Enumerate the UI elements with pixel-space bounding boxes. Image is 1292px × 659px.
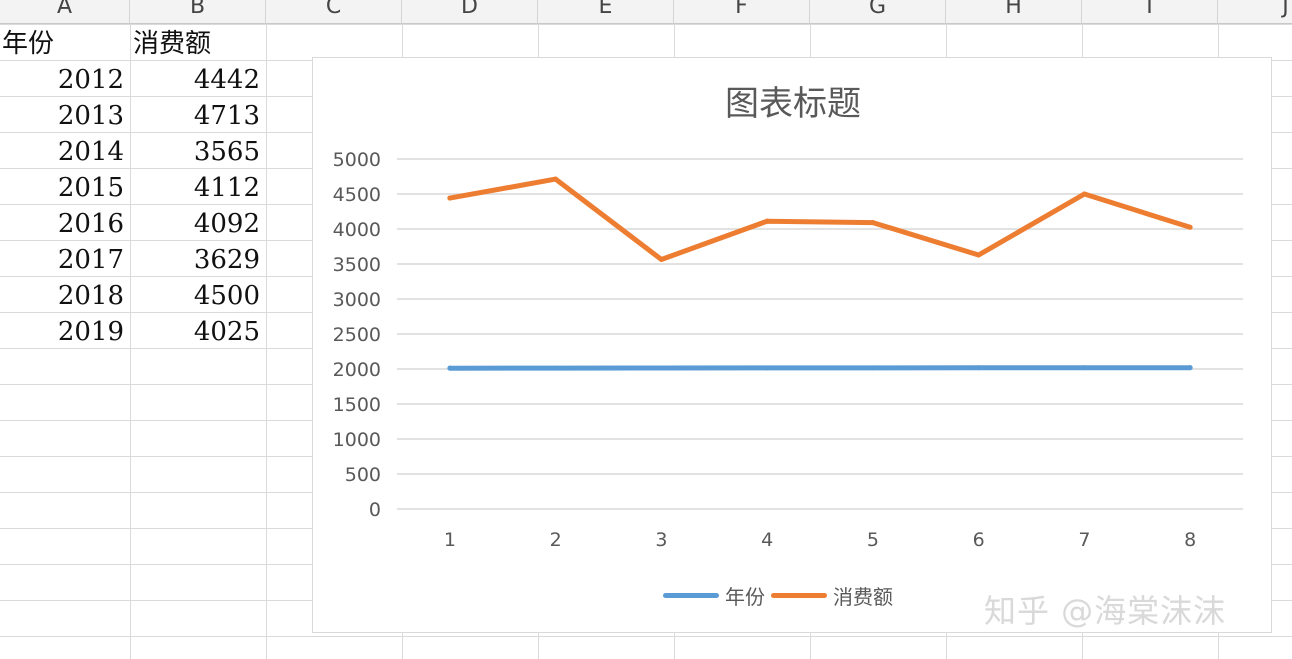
column-gridline xyxy=(130,24,131,659)
column-header-f[interactable]: F xyxy=(674,0,810,24)
legend-swatch-amount xyxy=(771,592,827,598)
legend-item-amount: 消费额 xyxy=(771,581,893,610)
column-header-i[interactable]: I xyxy=(1082,0,1218,24)
x-tick-label: 7 xyxy=(1078,529,1090,551)
cell-a1[interactable]: 年份 xyxy=(2,29,55,59)
cell-b6[interactable]: 4092 xyxy=(193,209,260,239)
cell-b2[interactable]: 4442 xyxy=(193,65,260,95)
y-tick-label: 500 xyxy=(345,464,381,486)
data-point-year[interactable] xyxy=(1187,365,1193,371)
chart-title[interactable]: 图表标题 xyxy=(725,84,861,124)
x-tick-label: 5 xyxy=(867,529,879,551)
legend-item-year: 年份 xyxy=(663,581,765,610)
y-tick-label: 2000 xyxy=(333,359,381,381)
row-gridline xyxy=(0,24,1292,25)
cell-b8[interactable]: 4500 xyxy=(193,281,260,311)
x-tick-label: 3 xyxy=(655,529,667,551)
column-header-h[interactable]: H xyxy=(946,0,1082,24)
column-header-e[interactable]: E xyxy=(538,0,674,24)
data-point-year[interactable] xyxy=(764,365,770,371)
data-point-amount[interactable] xyxy=(764,218,770,224)
data-point-year[interactable] xyxy=(553,365,559,371)
legend-swatch-year xyxy=(663,592,719,598)
column-gridline xyxy=(266,24,267,659)
data-point-year[interactable] xyxy=(447,365,453,371)
cell-b1[interactable]: 消费额 xyxy=(133,29,212,59)
y-tick-label: 1000 xyxy=(333,429,381,451)
data-point-amount[interactable] xyxy=(1081,191,1087,197)
x-tick-label: 1 xyxy=(444,529,456,551)
x-tick-label: 6 xyxy=(973,529,985,551)
series-line-amount[interactable] xyxy=(447,176,1193,262)
column-header-d[interactable]: D xyxy=(402,0,538,24)
y-tick-label: 2500 xyxy=(333,324,381,346)
line-chart[interactable]: 图表标题 0 500 1000 1500 2000 2500 3000 3500 4000 450… xyxy=(312,57,1272,633)
data-point-amount[interactable] xyxy=(1187,224,1193,230)
y-tick-label: 3500 xyxy=(333,254,381,276)
x-tick-label: 8 xyxy=(1184,529,1196,551)
y-tick-label: 4500 xyxy=(333,184,381,206)
column-header-j[interactable]: J xyxy=(1218,0,1292,24)
legend-label-amount: 消费额 xyxy=(833,584,893,609)
y-tick-label: 0 xyxy=(369,499,381,521)
column-header-a[interactable]: A xyxy=(0,0,130,24)
cell-a7[interactable]: 2017 xyxy=(57,245,124,275)
data-point-amount[interactable] xyxy=(870,220,876,226)
cell-a8[interactable]: 2018 xyxy=(57,281,124,311)
x-tick-label: 2 xyxy=(550,529,562,551)
data-point-amount[interactable] xyxy=(976,252,982,258)
series-line-year[interactable] xyxy=(447,365,1193,371)
column-header-c[interactable]: C xyxy=(266,0,402,24)
y-tick-label: 5000 xyxy=(333,149,381,171)
cell-b9[interactable]: 4025 xyxy=(193,317,260,347)
column-header-g[interactable]: G xyxy=(810,0,946,24)
row-gridline xyxy=(0,636,1292,637)
data-point-year[interactable] xyxy=(870,365,876,371)
x-tick-label: 4 xyxy=(761,529,773,551)
legend-label-year: 年份 xyxy=(725,584,765,609)
watermark: 知乎 @海棠沫沫 xyxy=(984,592,1227,630)
chart-legend[interactable]: 年份 消费额 xyxy=(663,580,899,610)
cell-a3[interactable]: 2013 xyxy=(57,101,124,131)
column-header-b[interactable]: B xyxy=(130,0,266,24)
data-point-amount[interactable] xyxy=(447,195,453,201)
y-tick-label: 4000 xyxy=(333,219,381,241)
y-tick-label: 1500 xyxy=(333,394,381,416)
data-point-amount[interactable] xyxy=(553,176,559,182)
y-tick-label: 3000 xyxy=(333,289,381,311)
data-point-year[interactable] xyxy=(658,365,664,371)
cell-b7[interactable]: 3629 xyxy=(193,245,260,275)
data-point-amount[interactable] xyxy=(658,256,664,262)
cell-a6[interactable]: 2016 xyxy=(57,209,124,239)
cell-a5[interactable]: 2015 xyxy=(57,173,124,203)
cell-b4[interactable]: 3565 xyxy=(193,137,260,167)
data-point-year[interactable] xyxy=(1081,365,1087,371)
cell-a9[interactable]: 2019 xyxy=(57,317,124,347)
data-point-year[interactable] xyxy=(976,365,982,371)
cell-a4[interactable]: 2014 xyxy=(57,137,124,167)
cell-b5[interactable]: 4112 xyxy=(193,173,260,203)
cell-b3[interactable]: 4713 xyxy=(193,101,260,131)
chart-plot-area: 0 500 1000 1500 2000 2500 3000 3500 4000 4500 5000… xyxy=(333,149,1243,551)
cell-a2[interactable]: 2012 xyxy=(57,65,124,95)
